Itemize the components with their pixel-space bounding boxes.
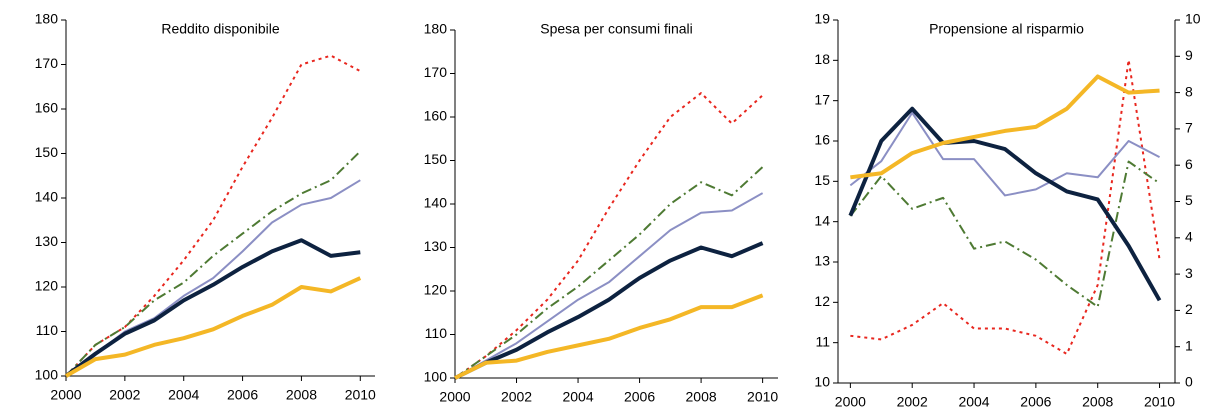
y-tick-label: 17	[814, 91, 830, 107]
y-tick-label: 170	[35, 55, 59, 71]
x-tick-label: 2008	[286, 387, 317, 403]
y2-tick-label: 10	[1185, 11, 1201, 27]
y-tick-label: 16	[814, 132, 830, 148]
x-tick-label: 2004	[958, 394, 989, 410]
series-line	[65, 150, 361, 377]
x-tick-label: 2008	[686, 389, 717, 405]
y2-tick-label: 5	[1185, 192, 1193, 208]
series-line	[65, 276, 362, 378]
y-tick-label: 130	[35, 233, 59, 249]
y-tick-label: 100	[35, 367, 59, 383]
y-tick-label: 160	[424, 108, 448, 124]
y2-tick-label: 1	[1185, 337, 1193, 353]
y2-tick-label: 7	[1185, 120, 1193, 136]
series-line	[454, 92, 764, 379]
x-tick-label: 2002	[501, 389, 532, 405]
y-tick-label: 12	[814, 293, 830, 309]
y-tick-label: 150	[424, 151, 448, 167]
x-tick-label: 2006	[227, 387, 258, 403]
x-tick-label: 2010	[747, 389, 778, 405]
chart-title: Propensione al risparmio	[929, 21, 1084, 37]
series-line	[849, 111, 1161, 197]
y2-tick-label: 3	[1185, 265, 1193, 281]
x-tick-label: 2000	[50, 387, 81, 403]
x-tick-label: 2006	[1020, 394, 1051, 410]
x-tick-label: 2010	[345, 387, 376, 403]
y-tick-label: 170	[424, 64, 448, 80]
y2-tick-label: 4	[1185, 229, 1193, 245]
series-line	[454, 293, 764, 380]
y-tick-label: 140	[35, 189, 59, 205]
y-tick-label: 160	[35, 100, 59, 116]
x-tick-label: 2002	[897, 394, 928, 410]
y2-tick-label: 8	[1185, 83, 1193, 99]
series-line	[454, 241, 764, 380]
x-tick-label: 2010	[1144, 394, 1175, 410]
y-tick-label: 14	[814, 212, 830, 228]
y-tick-label: 13	[814, 253, 830, 269]
y2-tick-label: 6	[1185, 156, 1193, 172]
y-tick-label: 180	[424, 21, 448, 37]
y-tick-label: 150	[35, 144, 59, 160]
x-tick-label: 2008	[1082, 394, 1113, 410]
x-tick-label: 2002	[109, 387, 140, 403]
y-tick-label: 10	[814, 374, 830, 390]
y2-tick-label: 2	[1185, 301, 1193, 317]
y-tick-label: 15	[814, 172, 830, 188]
x-tick-label: 2004	[168, 387, 199, 403]
series-line	[848, 106, 1162, 302]
y-tick-label: 180	[35, 11, 59, 27]
y-tick-label: 140	[424, 195, 448, 211]
y-tick-label: 100	[424, 369, 448, 385]
series-line	[64, 238, 361, 378]
series-line	[454, 166, 764, 379]
y2-tick-label: 0	[1185, 374, 1193, 390]
y-tick-label: 120	[424, 282, 448, 298]
x-tick-label: 2000	[439, 389, 470, 405]
x-tick-label: 2000	[835, 394, 866, 410]
chart-title: Spesa per consumi finali	[540, 21, 693, 37]
y-tick-label: 130	[424, 238, 448, 254]
series-line	[849, 160, 1161, 308]
series-line	[850, 74, 1160, 180]
chart-title: Reddito disponibile	[161, 21, 280, 37]
y2-tick-label: 9	[1185, 47, 1193, 63]
y-tick-label: 19	[814, 11, 830, 27]
x-tick-label: 2006	[624, 389, 655, 405]
series-line	[65, 179, 361, 377]
series-line	[454, 192, 764, 379]
y-tick-label: 120	[35, 278, 59, 294]
y-tick-label: 11	[815, 333, 830, 349]
y-tick-label: 110	[36, 322, 59, 338]
x-tick-label: 2004	[562, 389, 593, 405]
series-line	[850, 58, 1161, 355]
y-tick-label: 18	[814, 51, 830, 67]
y-tick-label: 110	[425, 325, 448, 341]
